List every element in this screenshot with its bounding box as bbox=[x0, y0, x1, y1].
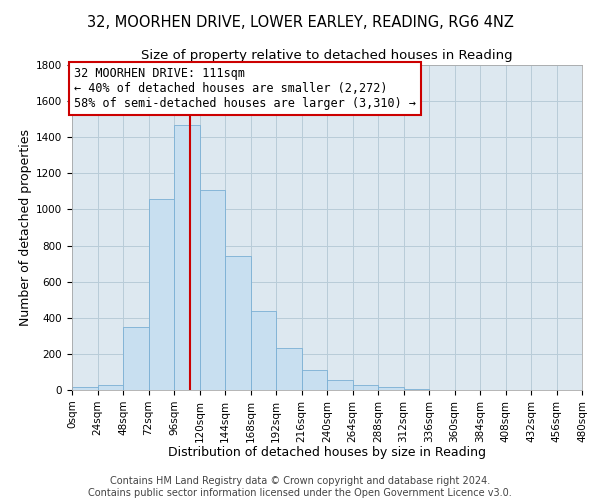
X-axis label: Distribution of detached houses by size in Reading: Distribution of detached houses by size … bbox=[168, 446, 486, 459]
Text: Contains HM Land Registry data © Crown copyright and database right 2024.
Contai: Contains HM Land Registry data © Crown c… bbox=[88, 476, 512, 498]
Text: 32 MOORHEN DRIVE: 111sqm
← 40% of detached houses are smaller (2,272)
58% of sem: 32 MOORHEN DRIVE: 111sqm ← 40% of detach… bbox=[74, 67, 416, 110]
Bar bbox=[353, 384, 378, 390]
Bar bbox=[378, 388, 404, 390]
Bar bbox=[72, 388, 97, 390]
Text: 32, MOORHEN DRIVE, LOWER EARLEY, READING, RG6 4NZ: 32, MOORHEN DRIVE, LOWER EARLEY, READING… bbox=[86, 15, 514, 30]
Bar bbox=[199, 190, 225, 390]
Bar bbox=[123, 327, 149, 390]
Bar bbox=[302, 370, 327, 390]
Title: Size of property relative to detached houses in Reading: Size of property relative to detached ho… bbox=[141, 50, 513, 62]
Bar bbox=[327, 380, 353, 390]
Bar bbox=[404, 389, 429, 390]
Bar bbox=[276, 348, 302, 390]
Bar bbox=[251, 312, 276, 390]
Y-axis label: Number of detached properties: Number of detached properties bbox=[19, 129, 32, 326]
Bar bbox=[97, 384, 123, 390]
Bar bbox=[174, 124, 199, 390]
Bar bbox=[225, 256, 251, 390]
Bar bbox=[149, 198, 174, 390]
